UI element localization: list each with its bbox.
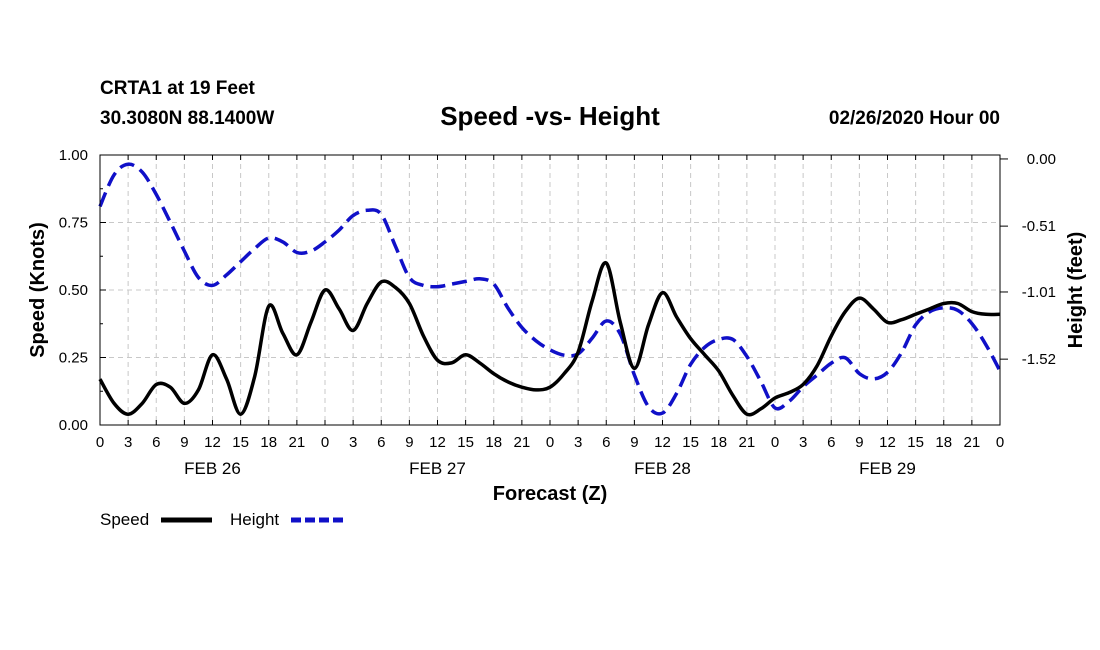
y-left-tick-label: 0.75 — [59, 215, 88, 232]
x-tick-label: 12 — [879, 434, 896, 451]
x-tick-label: 6 — [152, 434, 160, 451]
x-tick-label: 18 — [935, 434, 952, 451]
x-tick-label: 0 — [996, 434, 1004, 451]
x-tick-label: 3 — [799, 434, 807, 451]
x-tick-labels: 0 3 6 9 12 15 18 21 0 3 6 9 12 15 18 21 0 3 6 9 12 15 18 21 0 3 6 9… — [96, 434, 1004, 451]
x-tick-label: 15 — [232, 434, 249, 451]
y-right-tick-label: -1.52 — [1022, 351, 1056, 368]
y-left-tick-label: 1.00 — [59, 147, 88, 164]
location-label: 30.3080N 88.1400W — [100, 108, 274, 129]
date-labels: FEB 26 FEB 27 FEB 28 FEB 29 — [184, 459, 916, 478]
series-height-line — [98, 162, 1002, 416]
y-right-tick-label: -1.01 — [1022, 284, 1056, 301]
x-tick-label: 15 — [457, 434, 474, 451]
chart-title: Speed -vs- Height — [440, 101, 660, 131]
y-right-tick-label: 0.00 — [1027, 151, 1056, 168]
x-tick-label: 15 — [682, 434, 699, 451]
y-right-tick-labels: 0.00 -0.51 -1.01 -1.52 — [1022, 151, 1056, 368]
x-tick-label: 9 — [630, 434, 638, 451]
x-tick-label: 0 — [96, 434, 104, 451]
x-axis-label: Forecast (Z) — [493, 483, 607, 505]
x-tick-label: 18 — [260, 434, 277, 451]
y-right-tick-label: -0.51 — [1022, 218, 1056, 235]
x-tick-label: 18 — [485, 434, 502, 451]
series-speed-line — [98, 261, 1001, 417]
date-label: FEB 28 — [634, 459, 691, 478]
date-label: FEB 27 — [409, 459, 466, 478]
x-tick-label: 0 — [771, 434, 779, 451]
legend-height-label: Height — [230, 510, 279, 529]
x-tick-label: 15 — [907, 434, 924, 451]
x-tick-label: 12 — [204, 434, 221, 451]
x-tick-label: 9 — [180, 434, 188, 451]
date-label: FEB 26 — [184, 459, 241, 478]
legend-speed-label: Speed — [100, 510, 149, 529]
x-tick-label: 3 — [574, 434, 582, 451]
x-tick-label: 9 — [855, 434, 863, 451]
plot-frame — [99, 154, 1001, 426]
station-label: CRTA1 at 19 Feet — [100, 78, 256, 99]
series-lines — [98, 162, 1002, 417]
y-left-tick-labels: 0.00 0.25 0.50 0.75 1.00 — [59, 147, 88, 434]
x-tick-label: 3 — [124, 434, 132, 451]
x-tick-label: 21 — [739, 434, 756, 451]
x-tick-label: 6 — [377, 434, 385, 451]
x-tick-label: 21 — [964, 434, 981, 451]
y-left-tick-label: 0.00 — [59, 417, 88, 434]
y-left-axis-label: Speed (Knots) — [27, 222, 49, 358]
x-tick-label: 0 — [546, 434, 554, 451]
y-right-axis-label: Height (feet) — [1065, 232, 1087, 349]
x-tick-label: 21 — [289, 434, 306, 451]
y-left-tick-label: 0.50 — [59, 282, 88, 299]
x-tick-label: 12 — [429, 434, 446, 451]
x-tick-label: 18 — [710, 434, 727, 451]
x-tick-label: 3 — [349, 434, 357, 451]
gridlines — [100, 155, 1000, 425]
legend: Speed Height — [100, 510, 343, 529]
date-label: FEB 29 — [859, 459, 916, 478]
issued-label: 02/26/2020 Hour 00 — [829, 108, 1000, 129]
x-tick-label: 9 — [405, 434, 413, 451]
x-tick-label: 6 — [827, 434, 835, 451]
x-tick-label: 12 — [654, 434, 671, 451]
y-left-tick-label: 0.25 — [59, 350, 88, 367]
x-tick-label: 6 — [602, 434, 610, 451]
x-tick-label: 21 — [514, 434, 531, 451]
x-tick-label: 0 — [321, 434, 329, 451]
